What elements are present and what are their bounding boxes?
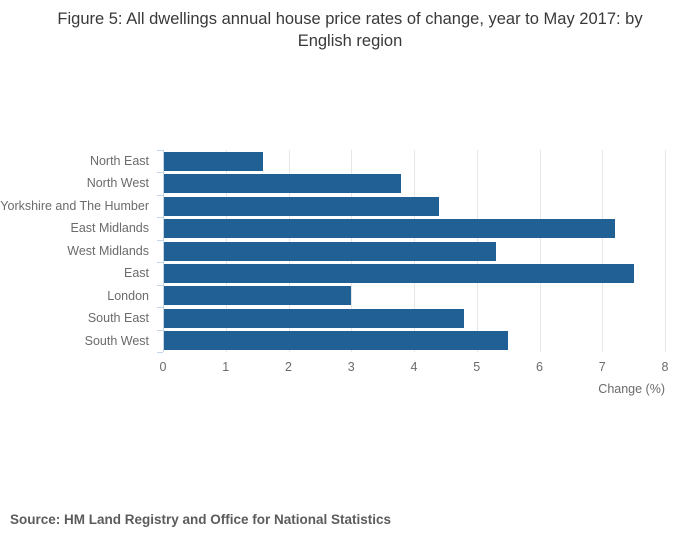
source-note: Source: HM Land Registry and Office for …	[10, 512, 392, 527]
gridline	[665, 150, 666, 352]
bar-west-midlands	[163, 241, 496, 261]
gridline	[539, 150, 541, 352]
x-tick-label: 7	[598, 360, 606, 374]
bar-east-midlands	[163, 219, 615, 239]
y-axis-tick	[157, 329, 163, 331]
y-axis-tick	[157, 262, 163, 264]
bar-east	[163, 263, 634, 283]
y-axis-tick	[157, 352, 163, 353]
x-tick-label: 1	[222, 360, 230, 374]
y-axis-tick	[157, 194, 163, 196]
bar-london	[163, 286, 352, 306]
bar-south-west	[163, 331, 509, 351]
x-tick-label: 3	[347, 360, 355, 374]
category-label: East Midlands	[70, 221, 149, 236]
category-label: North East	[89, 154, 149, 168]
y-axis-tick	[157, 150, 163, 151]
category-label: East	[123, 266, 149, 281]
category-label: Yorkshire and The Humber	[0, 198, 149, 213]
bar-yorkshire-and-the-humber	[163, 196, 440, 216]
x-tick-label: 2	[285, 360, 292, 374]
plot-area	[163, 150, 666, 352]
y-axis-line	[163, 150, 164, 352]
bar-north-east	[163, 151, 264, 171]
x-tick-label: 0	[159, 360, 167, 374]
y-axis-tick	[157, 284, 163, 286]
x-axis-title: Change (%)	[598, 382, 665, 396]
bar-south-east	[163, 308, 465, 328]
gridline	[602, 150, 604, 352]
x-tick-label: 5	[473, 360, 481, 374]
x-tick-label: 4	[410, 360, 418, 374]
chart-title: Figure 5: All dwellings annual house pri…	[57, 10, 643, 51]
category-label: South West	[84, 333, 149, 348]
category-label: London	[107, 288, 149, 303]
category-label: South East	[87, 311, 149, 326]
category-label: West Midlands	[67, 243, 149, 258]
category-label: North West	[86, 176, 149, 191]
x-tick-label: 8	[661, 360, 669, 374]
x-tick-label: 6	[536, 360, 543, 374]
y-axis-tick	[157, 239, 163, 241]
y-axis-tick	[157, 172, 163, 174]
bar-north-west	[163, 174, 402, 194]
y-axis-tick	[157, 217, 163, 219]
y-axis-tick	[157, 307, 163, 309]
